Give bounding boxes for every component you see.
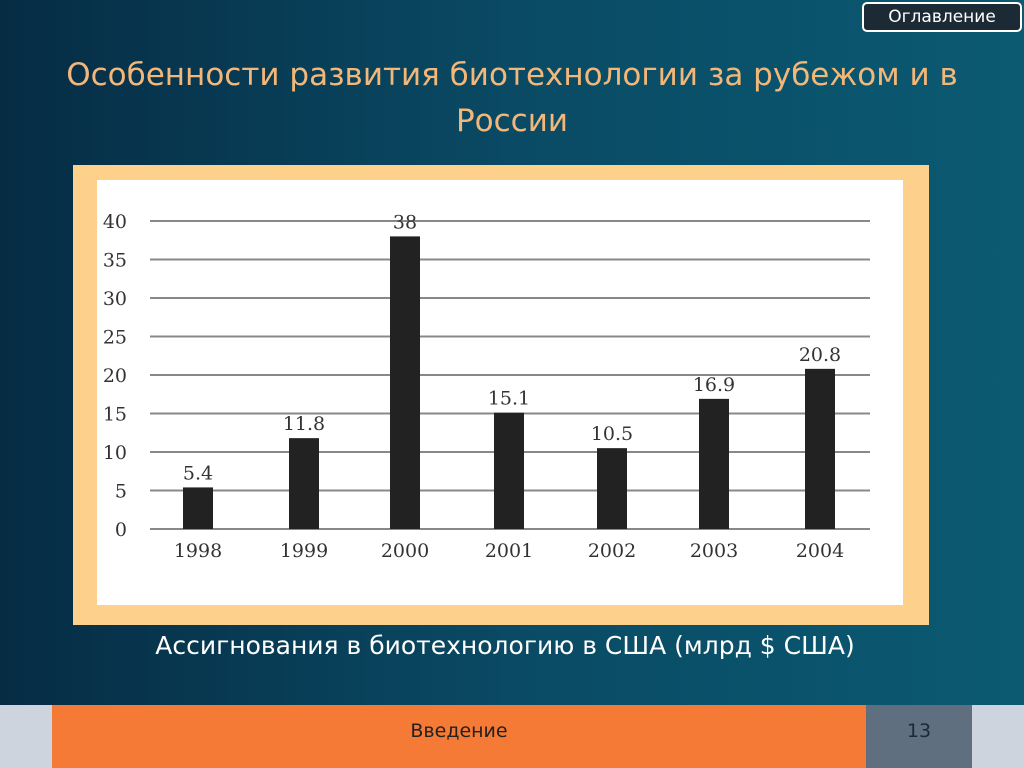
y-tick-label: 35 — [103, 250, 127, 272]
y-tick-label: 20 — [103, 365, 127, 387]
data-label: 10.5 — [591, 423, 633, 445]
x-tick-label: 1998 — [174, 540, 222, 562]
data-label: 11.8 — [283, 413, 325, 435]
y-tick-label: 25 — [103, 327, 127, 349]
y-tick-label: 15 — [103, 404, 127, 426]
y-tick-label: 10 — [103, 442, 127, 464]
slide-title: Особенности развития биотехнологии за ру… — [66, 57, 958, 139]
bar — [494, 412, 524, 529]
data-label: 5.4 — [183, 462, 213, 484]
chart-area: 0 5 10 15 20 25 30 35 40 5.4 1998 11.8 1999 38 2000 15.… — [97, 180, 903, 605]
bar — [805, 368, 835, 529]
y-tick-label: 5 — [115, 481, 127, 503]
footer-section: Введение — [52, 705, 866, 768]
footer-left-block — [0, 705, 52, 768]
x-tick-label: 2003 — [690, 540, 738, 562]
x-tick-label: 1999 — [280, 540, 328, 562]
data-label: 38 — [393, 211, 417, 233]
y-tick-label: 30 — [103, 288, 127, 310]
table-of-contents-button[interactable]: Оглавление — [862, 2, 1022, 32]
y-tick-label: 40 — [103, 211, 127, 233]
page-number: 13 — [866, 705, 972, 768]
bar — [390, 236, 420, 529]
bar — [289, 438, 319, 529]
data-label: 20.8 — [799, 344, 841, 366]
bar-chart: 0 5 10 15 20 25 30 35 40 5.4 1998 11.8 1999 38 2000 15.… — [103, 211, 870, 562]
data-label: 15.1 — [488, 388, 530, 410]
data-label: 16.9 — [693, 374, 735, 396]
bar — [699, 398, 729, 529]
x-tick-label: 2001 — [485, 540, 533, 562]
bar — [183, 487, 213, 529]
bar — [597, 448, 627, 529]
x-tick-label: 2004 — [796, 540, 844, 562]
chart-caption: Ассигнования в биотехнологию в США (млрд… — [155, 631, 855, 660]
footer-right-block — [972, 705, 1024, 768]
x-tick-label: 2000 — [381, 540, 429, 562]
x-tick-label: 2002 — [588, 540, 636, 562]
chart-panel: 0 5 10 15 20 25 30 35 40 5.4 1998 11.8 1999 38 2000 15.… — [73, 165, 929, 625]
y-tick-label: 0 — [115, 519, 127, 541]
